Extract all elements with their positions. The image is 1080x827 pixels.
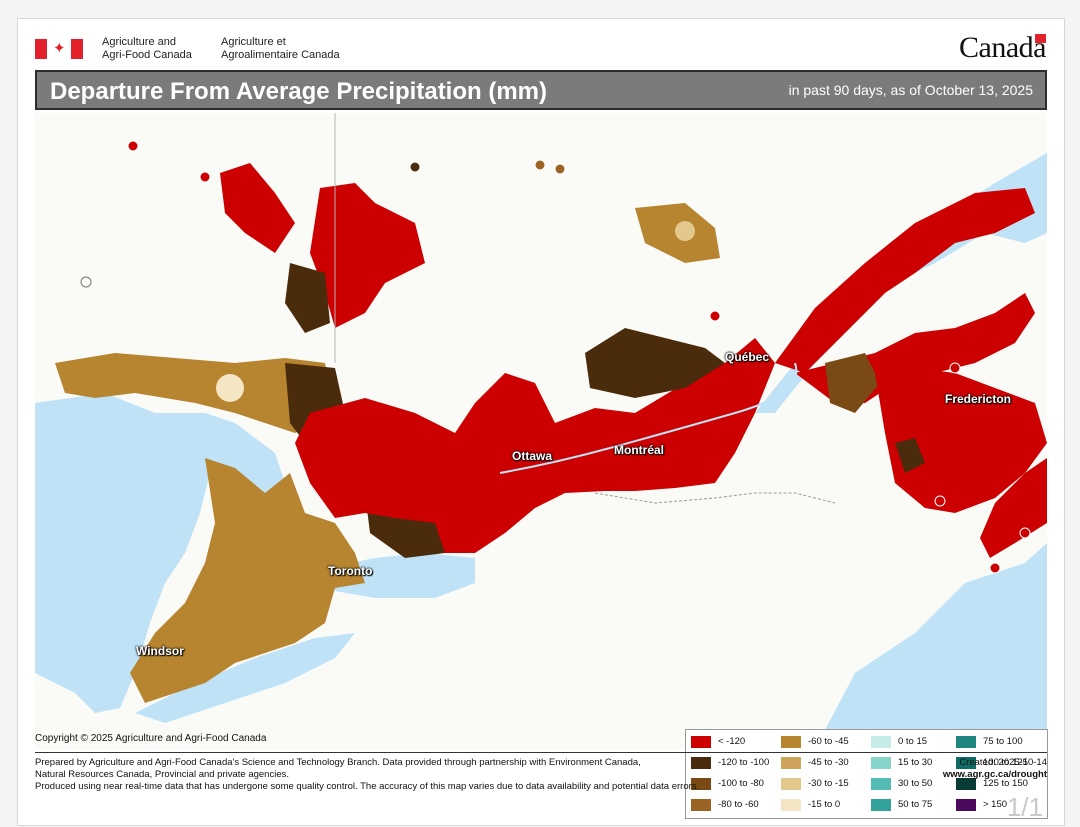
legend-item: 75 to 100 (956, 732, 1044, 750)
legend-swatch (781, 736, 801, 748)
new-brunswick-red (875, 368, 1047, 513)
legend-swatch (956, 736, 976, 748)
legend-swatch (956, 757, 976, 769)
footer-line-3: Produced using near real-time data that … (35, 781, 700, 792)
lake-huron (35, 393, 285, 713)
drought-url: www.agr.gc.ca/drought (942, 769, 1047, 780)
footer-line-2: Natural Resources Canada, Provincial and… (35, 769, 289, 780)
legend: < -120 -120 to -100 -100 to -80 -80 to -… (685, 729, 1048, 819)
legend-item: 125 to 150 (956, 774, 1044, 792)
legend-swatch (691, 736, 711, 748)
legend-swatch (691, 799, 711, 811)
legend-swatch (781, 778, 801, 790)
title-bar: Departure From Average Precipitation (mm… (35, 70, 1047, 110)
footer-line-1: Prepared by Agriculture and Agri-Food Ca… (35, 757, 641, 768)
map-page: ✦ Agriculture and Agri-Food Canada Agric… (17, 18, 1065, 826)
station-dot (934, 495, 946, 507)
us-border (594, 492, 836, 504)
city-label-windsor: Windsor (136, 644, 184, 658)
st-lawrence-river (499, 362, 798, 474)
gaspe-brown (825, 353, 880, 413)
station-dot (1019, 527, 1031, 539)
north-quebec-wet (675, 221, 695, 241)
station-dot (989, 562, 1001, 574)
legend-item: 15 to 30 (871, 753, 959, 771)
legend-item: < -120 (691, 732, 779, 750)
city-label-montreal: Montréal (614, 443, 665, 457)
canada-flag-icon: ✦ (35, 39, 83, 59)
footer-divider (35, 752, 1047, 753)
legend-item: -60 to -45 (781, 732, 869, 750)
legend-swatch (691, 757, 711, 769)
legend-item: -120 to -100 (691, 753, 779, 771)
copyright-text: Copyright © 2025 Agriculture and Agri-Fo… (35, 733, 267, 744)
southern-ontario-region (130, 458, 365, 703)
legend-item: -80 to -60 (691, 795, 779, 813)
legend-swatch (871, 799, 891, 811)
legend-swatch (691, 778, 711, 790)
legend-item: > 150 (956, 795, 1044, 813)
atlantic-ocean (815, 543, 1047, 749)
legend-item: -15 to 0 (781, 795, 869, 813)
map-canvas (35, 113, 1047, 749)
legend-item: 0 to 15 (871, 732, 959, 750)
city-label-ottawa: Ottawa (512, 449, 553, 463)
north-red-zone-2 (220, 163, 295, 253)
legend-swatch (956, 778, 976, 790)
precipitation-map: Québec Fredericton Ottawa Montréal Toron… (35, 113, 1048, 819)
north-red-zone-1 (310, 183, 425, 328)
legend-item: 50 to 75 (871, 795, 959, 813)
station-dot (80, 276, 92, 288)
station-dot (554, 163, 566, 175)
legend-swatch (871, 757, 891, 769)
north-shore-region (55, 353, 335, 433)
station-dot (409, 161, 421, 173)
map-title: Departure From Average Precipitation (mm… (50, 78, 548, 105)
department-name-french: Agriculture et Agroalimentaire Canada (221, 36, 340, 61)
north-brown-zone (285, 263, 330, 333)
page-indicator: 1/1 (1006, 792, 1043, 822)
legend-item: 100 to 125 (956, 753, 1044, 771)
wet-spot (216, 374, 244, 402)
station-dot (127, 140, 139, 152)
laurentides-zone (585, 328, 725, 398)
legend-item: 30 to 50 (871, 774, 959, 792)
lake-erie (135, 633, 355, 723)
city-label-quebec: Québec (725, 350, 770, 364)
legend-item: -30 to -15 (781, 774, 869, 792)
station-dot (199, 171, 211, 183)
map-subtitle: in past 90 days, as of October 13, 2025 (788, 82, 1033, 98)
north-shore-red (775, 188, 1035, 373)
lake-ontario (325, 553, 475, 598)
legend-item: -45 to -30 (781, 753, 869, 771)
station-dot (709, 310, 721, 322)
extreme-deficit-zone-quebec (295, 338, 775, 553)
wordmark-flag-icon (1035, 34, 1046, 43)
city-label-toronto: Toronto (328, 564, 373, 578)
legend-swatch (871, 736, 891, 748)
station-dot (534, 159, 546, 171)
footer-notes: Prepared by Agriculture and Agri-Food Ca… (35, 757, 795, 793)
city-label-fredericton: Fredericton (945, 392, 1012, 406)
legend-swatch (781, 799, 801, 811)
department-name-english: Agriculture and Agri-Food Canada (102, 36, 192, 61)
nb-brown (895, 438, 925, 473)
legend-item: -100 to -80 (691, 774, 779, 792)
created-date: Created: 2025-10-14 (959, 757, 1047, 768)
legend-swatch (781, 757, 801, 769)
station-dot (949, 362, 961, 374)
legend-swatch (956, 799, 976, 811)
legend-swatch (871, 778, 891, 790)
canada-wordmark: Canadä (959, 31, 1046, 64)
created-info: Created: 2025-10-14 www.agr.gc.ca/drough… (943, 757, 1047, 781)
